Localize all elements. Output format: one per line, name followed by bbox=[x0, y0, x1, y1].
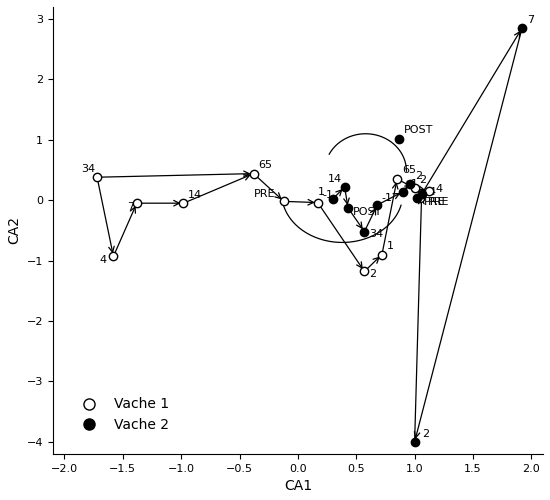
Text: -1: -1 bbox=[408, 180, 419, 190]
Text: POST: POST bbox=[404, 125, 433, 135]
Text: -1: -1 bbox=[322, 190, 333, 200]
Text: POST: POST bbox=[353, 207, 382, 217]
Text: 14: 14 bbox=[328, 174, 342, 184]
X-axis label: CA1: CA1 bbox=[284, 479, 312, 493]
Text: 2: 2 bbox=[422, 430, 429, 440]
Text: 7: 7 bbox=[527, 15, 534, 25]
Text: 14: 14 bbox=[188, 190, 202, 200]
Text: PRE: PRE bbox=[424, 197, 446, 207]
Text: 1: 1 bbox=[318, 186, 324, 196]
Text: 1: 1 bbox=[387, 242, 394, 252]
Text: 2: 2 bbox=[415, 172, 422, 181]
Text: 2: 2 bbox=[369, 268, 376, 278]
Text: 4: 4 bbox=[428, 186, 436, 196]
Text: PRE: PRE bbox=[254, 189, 275, 199]
Text: 4: 4 bbox=[436, 184, 443, 194]
Legend: Vache 1, Vache 2: Vache 1, Vache 2 bbox=[69, 392, 174, 438]
Text: 4: 4 bbox=[100, 255, 107, 265]
Text: 65: 65 bbox=[258, 160, 272, 170]
Text: 34: 34 bbox=[81, 164, 95, 173]
Text: 65: 65 bbox=[402, 166, 416, 175]
Text: -1: -1 bbox=[382, 192, 393, 202]
Y-axis label: CA2: CA2 bbox=[7, 216, 21, 244]
Text: PRE: PRE bbox=[427, 197, 449, 207]
Text: 7: 7 bbox=[128, 202, 135, 211]
Text: 2: 2 bbox=[419, 175, 426, 185]
Text: 34: 34 bbox=[369, 229, 383, 239]
